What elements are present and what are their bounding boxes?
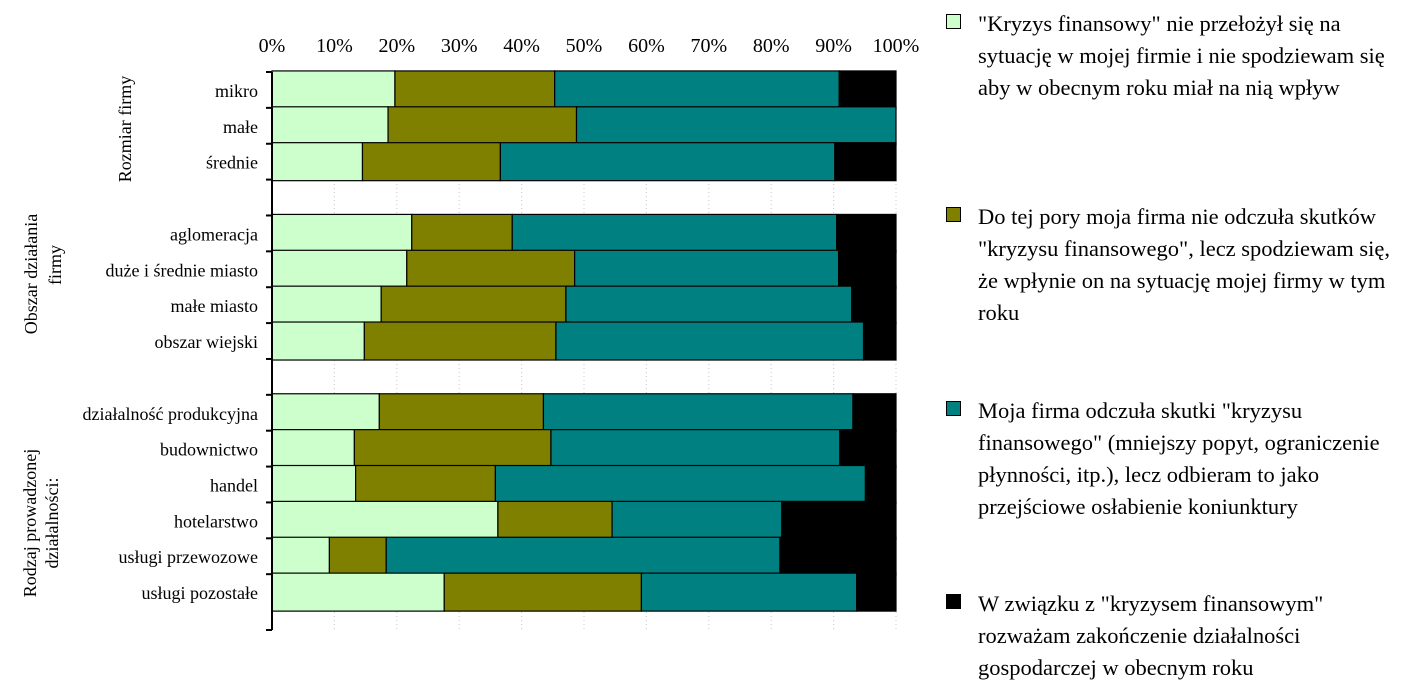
bar-segment: [494, 464, 867, 505]
legend-swatch: [946, 207, 961, 222]
bar-segment: [271, 393, 380, 433]
legend-label: Moja firma odczuła skutki "kryzysu finan…: [978, 398, 1380, 519]
x-tick-labels: 0% 10% 20% 30% 40% 50% 60% 70% 80% 90% 100%: [259, 35, 920, 57]
category-label: hotelarstwo: [174, 511, 258, 531]
bar-segment: [550, 429, 841, 469]
category-label: duże i średnie miasto: [106, 260, 258, 280]
x-tick-label: 70%: [690, 35, 727, 57]
bar-segment: [575, 106, 897, 146]
category-label: handel: [210, 476, 258, 496]
bar-segment: [361, 142, 501, 182]
bar-segment: [781, 500, 897, 540]
legend-label: Do tej pory moja firma nie odczuła skutk…: [978, 204, 1390, 325]
bar-segment: [864, 464, 897, 505]
bar-segment: [851, 285, 897, 325]
group-label: Rozmiar firmy: [115, 76, 135, 182]
bar-segment: [380, 285, 567, 325]
category-label: mikro: [215, 81, 258, 101]
category-label: usługi pozostałe: [142, 583, 258, 603]
bar-segment: [355, 464, 496, 505]
bar-segment: [542, 393, 854, 433]
bar-segment: [554, 70, 840, 110]
bar-segment: [271, 142, 364, 182]
bar-segment: [406, 249, 576, 289]
bar-segment: [271, 464, 357, 505]
legend-label: W związku z "kryzysem finansowym" rozważ…: [978, 591, 1324, 680]
bar-segment: [271, 321, 365, 361]
category-label: działalność produkcyjna: [83, 404, 258, 424]
category-label: obszar wiejski: [155, 332, 258, 352]
category-axis: [266, 71, 273, 631]
bar-segment: [363, 321, 557, 361]
bar-segment: [271, 572, 445, 612]
bar-segment: [565, 285, 853, 325]
group-label: działalności:: [42, 478, 62, 569]
bar-segment: [511, 213, 838, 254]
bar-segment: [271, 213, 413, 254]
bar-segment: [387, 106, 578, 146]
category-label: aglomeracja: [170, 224, 258, 244]
x-tick-label: 80%: [753, 35, 790, 57]
bar-segment: [834, 142, 897, 182]
group-labels: Rozmiar firmy Obszar działania firmy Rodzaj…: [20, 76, 135, 597]
category-label: usługi przewozowe: [119, 547, 258, 567]
bar-segment: [852, 393, 897, 433]
bar-segment: [385, 536, 781, 576]
bar-segment: [836, 213, 897, 254]
x-tick-label: 40%: [503, 35, 540, 57]
category-label: małe miasto: [171, 296, 258, 316]
bar-segment: [497, 500, 613, 540]
x-tick-label: 90%: [815, 35, 852, 57]
bar-segment: [271, 106, 389, 146]
bar-segment: [411, 213, 513, 254]
bar-segment: [574, 249, 840, 289]
bar-segment: [443, 572, 643, 612]
bar-segment: [271, 285, 382, 325]
bar-segment: [611, 500, 783, 540]
category-label: średnie: [206, 153, 258, 173]
bar-segment: [353, 429, 552, 469]
legend-swatch: [946, 401, 961, 416]
bar-segment: [271, 70, 396, 110]
x-tick-label: 60%: [628, 35, 665, 57]
bar-segment: [856, 572, 897, 612]
bar-segment: [271, 429, 355, 469]
bar-segment: [378, 393, 545, 433]
bar-segment: [779, 536, 897, 576]
bars: [271, 70, 897, 612]
bar-segment: [837, 249, 897, 289]
bar-segment: [394, 70, 556, 110]
x-tick-label: 20%: [378, 35, 415, 57]
bar-segment: [328, 536, 387, 576]
stacked-bar-chart: 0% 10% 20% 30% 40% 50% 60% 70% 80% 90% 100% mikrom…: [20, 35, 920, 631]
x-tick-label: 0%: [259, 35, 286, 57]
category-label: małe: [223, 117, 258, 137]
x-tick-label: 10%: [316, 35, 353, 57]
bar-segment: [640, 572, 858, 612]
bar-segment: [271, 500, 499, 540]
category-labels: mikro małe średnie aglomeracja duże i średni…: [83, 81, 258, 603]
bar-segment: [271, 536, 331, 576]
bar-segment: [838, 70, 897, 110]
group-label: firmy: [45, 245, 65, 285]
x-tick-label: 50%: [566, 35, 603, 57]
legend-swatch: [946, 14, 961, 29]
group-label: Obszar działania: [21, 214, 41, 334]
bar-segment: [555, 321, 865, 361]
bar-segment: [499, 142, 836, 182]
bar-segment: [839, 429, 897, 469]
group-label: Rodzaj prowadzonej: [20, 449, 40, 597]
legend-label: "Kryzys finansowy" nie przełożył się na …: [978, 11, 1385, 100]
x-tick-label: 30%: [441, 35, 478, 57]
legend-swatch: [946, 594, 961, 609]
category-label: budownictwo: [160, 440, 258, 460]
x-tick-label: 100%: [873, 35, 920, 57]
bar-segment: [271, 249, 408, 289]
bar-segment: [862, 321, 897, 361]
